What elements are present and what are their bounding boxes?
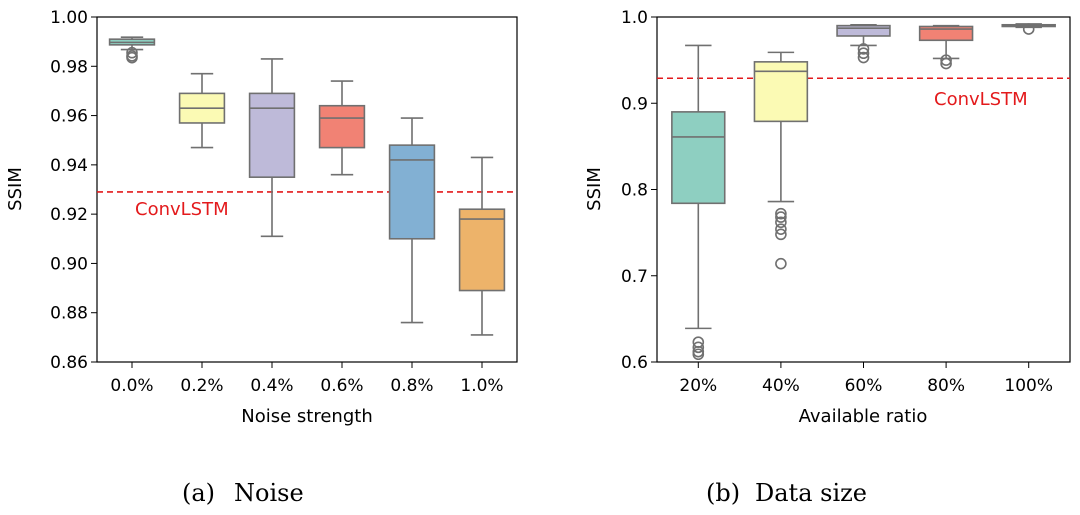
outlier-point [940,54,952,66]
box-0.6% [318,80,366,176]
outlier-point [775,257,787,270]
x-tick-label: 20% [679,376,717,396]
y-tick-label: 0.92 [50,205,88,225]
box-0.0% [108,36,156,64]
y-axis: 0.86 0.88 0.90 0.92 0.94 0.96 0.98 1.00 [50,8,97,373]
y-tick-label: 0.90 [50,254,88,274]
box-1.0% [458,156,506,336]
x-tick-label: 0.2% [180,376,223,396]
plot-area [656,16,1071,363]
x-tick-label: 1.0% [460,376,503,396]
outlier-point [1022,23,1035,35]
outlier-point [857,47,870,60]
y-tick-label: 1.0 [621,8,648,28]
y-axis: 0.6 0.7 0.8 0.9 1.0 [621,8,657,373]
y-tick-label: 0.86 [50,353,88,373]
y-tick-label: 0.9 [621,94,648,114]
outlier-point [940,57,952,70]
caption-title: Data size [755,479,867,507]
box-0.4% [248,58,296,238]
y-tick-label: 0.94 [50,156,88,176]
x-axis-title: Noise strength [241,406,372,427]
box-100% [1001,23,1056,35]
outlier-point [126,46,138,59]
box-0.8% [388,117,436,324]
outlier-point [775,216,787,229]
reference-label: ConvLSTM [934,89,1028,110]
x-tick-label: 0.8% [390,376,433,396]
y-tick-label: 0.98 [50,57,88,77]
box-40% [753,51,809,270]
box-iqr [836,24,891,37]
x-tick-label: 80% [927,376,965,396]
outlier-point [692,341,705,354]
y-axis-title: SSIM [5,167,26,211]
box-series [671,23,1056,361]
x-axis: 20% 40% 60% 80% 100% [679,362,1053,396]
outlier-point [126,51,138,64]
chart-panel-datasize: 0.6 0.7 0.8 0.9 1.0 20% 40% 60% 80% 100% ConvLST… [584,8,1071,507]
y-tick-label: 0.8 [621,181,648,201]
box-iqr [318,104,366,149]
box-20% [671,44,726,361]
y-tick-label: 0.7 [621,267,648,287]
outlier-point [775,223,787,235]
outlier-point [692,348,705,361]
y-tick-label: 1.00 [50,8,88,28]
box-series [108,36,506,336]
outlier-point [857,51,870,64]
box-60% [836,23,891,64]
box-iqr [671,111,726,205]
chart-panel-noise: 0.86 0.88 0.90 0.92 0.94 0.96 0.98 1.00 0.0% 0.2… [5,8,518,507]
x-axis-title: Available ratio [799,406,928,427]
x-tick-label: 40% [762,376,800,396]
caption-label: (b) [706,479,740,507]
box-80% [918,24,974,70]
outlier-point [775,228,787,241]
box-iqr [248,92,296,178]
x-tick-label: 60% [845,376,883,396]
box-iqr [918,25,974,42]
box-iqr [458,208,506,292]
outlier-point [775,211,787,223]
plot-area [96,16,518,363]
outlier-point [857,43,870,55]
x-tick-label: 100% [1004,376,1053,396]
caption-label: (a) [182,479,215,507]
x-tick-label: 0.4% [250,376,293,396]
y-tick-label: 0.88 [50,304,88,324]
outlier-point [775,207,787,220]
x-axis: 0.0% 0.2% 0.4% 0.6% 0.8% 1.0% [110,362,504,396]
y-tick-label: 0.6 [621,353,648,373]
y-axis-title: SSIM [584,167,605,211]
box-iqr [388,144,436,240]
x-tick-label: 0.6% [320,376,363,396]
x-tick-label: 0.0% [110,376,153,396]
y-tick-label: 0.96 [50,107,88,127]
box-0.2% [178,72,226,149]
reference-label: ConvLSTM [135,199,229,220]
caption-title: Noise [234,479,304,507]
